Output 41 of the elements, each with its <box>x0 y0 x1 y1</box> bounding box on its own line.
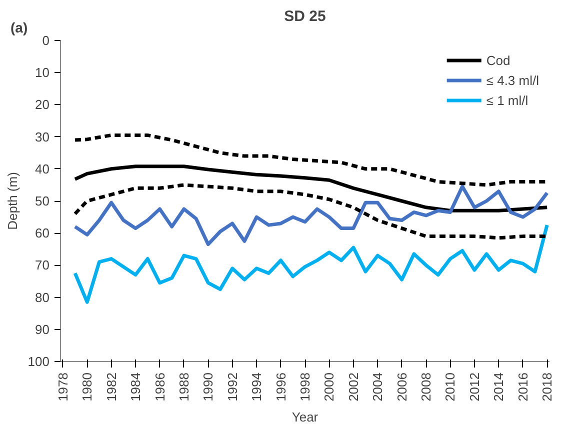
x-tick-label: 1982 <box>104 372 119 402</box>
y-tick-label: 70 <box>35 258 50 273</box>
x-tick-label: 2010 <box>442 372 458 402</box>
legend-label: Cod <box>486 52 510 68</box>
x-tick-label: 1978 <box>55 372 70 402</box>
chart-title: SD 25 <box>284 8 326 25</box>
x-tick-label: 2018 <box>540 372 555 402</box>
x-tick-label: 1980 <box>80 372 95 402</box>
x-tick-label: 1990 <box>200 372 216 402</box>
x-tick-label: 2012 <box>466 372 482 402</box>
x-tick-label: 1996 <box>273 372 288 402</box>
text: (a) <box>10 20 28 36</box>
x-tick-label: 1988 <box>176 372 192 402</box>
y-tick-label: 80 <box>35 290 50 305</box>
y-tick-label: 60 <box>35 226 50 241</box>
y-axis-title: Depth (m) <box>4 172 20 230</box>
y-tick-label: 90 <box>35 322 50 337</box>
x-axis-title: Year <box>292 409 319 424</box>
x-tick-label: 1994 <box>249 372 264 402</box>
line-series <box>73 223 549 304</box>
x-tick-label: 2006 <box>394 372 410 402</box>
y-tick-label: 50 <box>35 194 50 208</box>
x-tick-label: 1986 <box>152 372 168 402</box>
legend-label: ≤ 4.3 ml/l <box>486 72 539 88</box>
legend-label: ≤ 1 ml/l <box>486 92 528 108</box>
y-tick-label: 20 <box>35 97 50 112</box>
x-tick-label: 2000 <box>322 372 337 402</box>
x-tick-label: 2014 <box>491 372 506 402</box>
y-tick-label: 0 <box>42 33 50 48</box>
x-tick-label: 2016 <box>515 372 530 402</box>
x-tick-label: 1992 <box>224 372 240 402</box>
x-tick-label: 2004 <box>370 372 386 402</box>
x-tick-label: 1984 <box>128 372 144 402</box>
y-tick-label: 40 <box>35 161 50 176</box>
y-tick-label: 10 <box>35 65 50 80</box>
x-tick-label: 1998 <box>298 372 312 402</box>
y-tick-label: 30 <box>35 129 50 144</box>
line-series <box>73 164 549 212</box>
x-tick-label: 2008 <box>418 372 434 402</box>
y-tick-label: 100 <box>28 354 50 369</box>
x-tick-label: 2002 <box>346 372 361 402</box>
